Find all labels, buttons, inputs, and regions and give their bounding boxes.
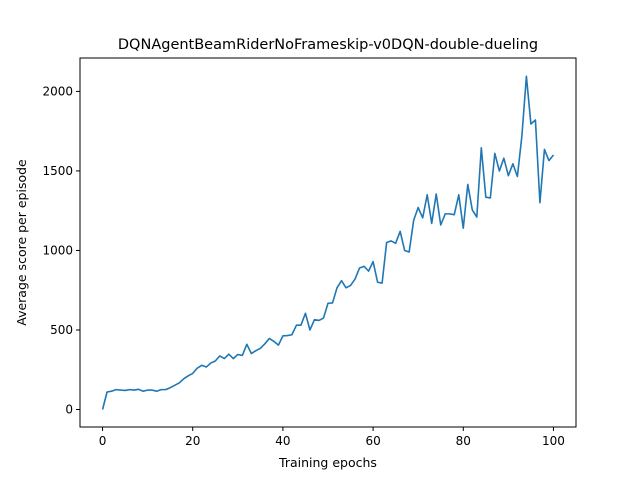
x-tick-label: 100 xyxy=(542,434,565,448)
y-tick-label: 500 xyxy=(50,323,73,337)
x-tick-label: 40 xyxy=(275,434,290,448)
series-group xyxy=(101,75,555,410)
y-tick-label: 2000 xyxy=(42,84,73,98)
plot-frame xyxy=(79,57,577,428)
x-tick-label: 20 xyxy=(185,434,200,448)
chart-title: DQNAgentBeamRiderNoFrameskip-v0DQN-doubl… xyxy=(118,37,538,53)
series-line xyxy=(101,75,555,410)
x-tick-label: 80 xyxy=(456,434,471,448)
x-axis-label: Training epochs xyxy=(278,455,377,470)
y-axis-label: Average score per episode xyxy=(14,159,29,326)
y-tick-label: 0 xyxy=(65,403,73,417)
y-tick-label: 1000 xyxy=(42,243,73,257)
x-tick-label: 60 xyxy=(365,434,380,448)
y-tick-label: 1500 xyxy=(42,164,73,178)
x-tick-label: 0 xyxy=(99,434,107,448)
